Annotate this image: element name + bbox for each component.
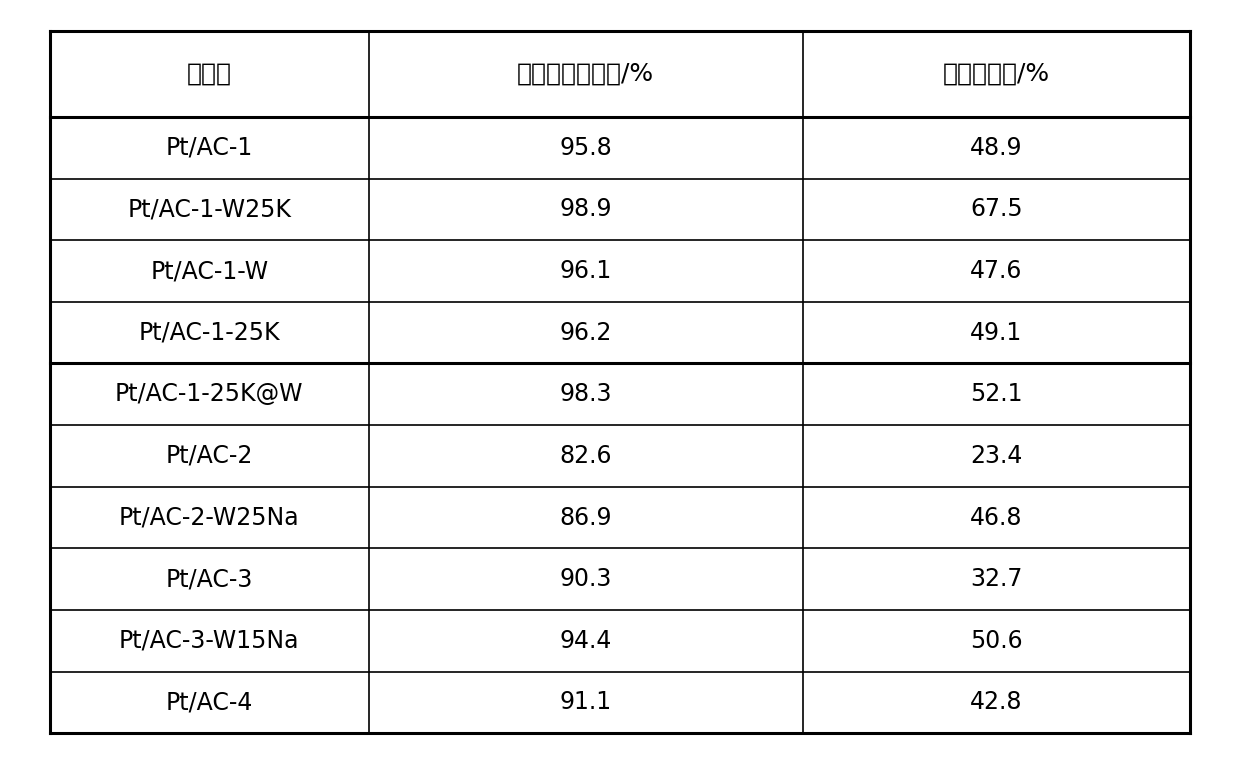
Text: 98.3: 98.3 bbox=[559, 382, 613, 406]
Text: 96.1: 96.1 bbox=[559, 259, 611, 283]
Text: 32.7: 32.7 bbox=[970, 567, 1023, 591]
Text: 67.5: 67.5 bbox=[970, 197, 1023, 222]
Text: 82.6: 82.6 bbox=[559, 444, 613, 468]
Text: 催化剂: 催化剂 bbox=[187, 62, 232, 86]
Text: 48.9: 48.9 bbox=[970, 136, 1023, 160]
Text: Pt/AC-3-W15Na: Pt/AC-3-W15Na bbox=[119, 629, 300, 653]
Text: 91.1: 91.1 bbox=[559, 690, 611, 714]
Text: 肉桂醛的转化率/%: 肉桂醛的转化率/% bbox=[517, 62, 655, 86]
Text: 47.6: 47.6 bbox=[970, 259, 1023, 283]
Text: Pt/AC-4: Pt/AC-4 bbox=[166, 690, 253, 714]
Text: 96.2: 96.2 bbox=[559, 321, 613, 345]
Text: Pt/AC-1-W25K: Pt/AC-1-W25K bbox=[128, 197, 291, 222]
Text: Pt/AC-2-W25Na: Pt/AC-2-W25Na bbox=[119, 505, 300, 530]
Text: 50.6: 50.6 bbox=[970, 629, 1023, 653]
Text: 23.4: 23.4 bbox=[970, 444, 1023, 468]
Text: 52.1: 52.1 bbox=[970, 382, 1023, 406]
Text: Pt/AC-3: Pt/AC-3 bbox=[166, 567, 253, 591]
Text: 98.9: 98.9 bbox=[559, 197, 613, 222]
Text: 42.8: 42.8 bbox=[970, 690, 1023, 714]
Text: 95.8: 95.8 bbox=[559, 136, 613, 160]
Text: 86.9: 86.9 bbox=[559, 505, 613, 530]
Text: 94.4: 94.4 bbox=[559, 629, 613, 653]
Text: 46.8: 46.8 bbox=[970, 505, 1023, 530]
Text: Pt/AC-1-25K@W: Pt/AC-1-25K@W bbox=[115, 382, 304, 406]
Text: Pt/AC-1-W: Pt/AC-1-W bbox=[150, 259, 268, 283]
Text: 49.1: 49.1 bbox=[971, 321, 1023, 345]
Text: Pt/AC-1: Pt/AC-1 bbox=[166, 136, 253, 160]
Text: Pt/AC-1-25K: Pt/AC-1-25K bbox=[139, 321, 280, 345]
Text: 肉桂醇产率/%: 肉桂醇产率/% bbox=[942, 62, 1050, 86]
Text: 90.3: 90.3 bbox=[559, 567, 613, 591]
Text: Pt/AC-2: Pt/AC-2 bbox=[166, 444, 253, 468]
